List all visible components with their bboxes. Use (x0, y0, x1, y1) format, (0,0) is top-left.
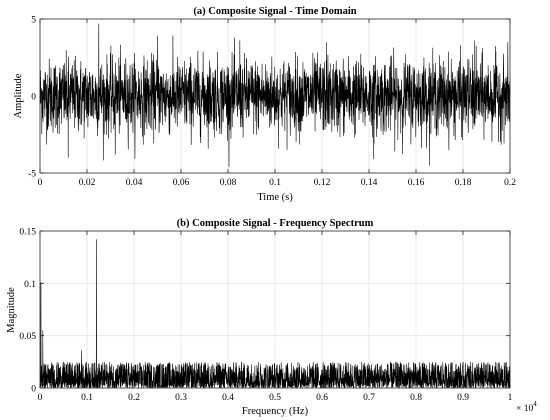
chart-title-a: (a) Composite Signal - Time Domain (193, 6, 356, 17)
x-tick-label-b: 0.3 (175, 393, 187, 403)
y-tick-label-a: -5 (28, 170, 36, 180)
signal-trace-time (39, 23, 511, 167)
y-tick-label-b: 0.05 (19, 332, 36, 342)
ticks-a: 0 0.02 0.04 0.06 0.08 0.1 0.12 0.14 0.16 0.18 0.2 -… (28, 16, 516, 189)
x-tick-label-b: 0 (38, 393, 43, 403)
y-axis-label-b: Magnitude (6, 287, 17, 333)
frequency-spectrum-panel: (b) Composite Signal - Frequency Spectru… (6, 218, 537, 417)
signal-trace-spectrum (39, 239, 511, 389)
x-axis-label-a: Time (s) (257, 192, 293, 203)
x-tick-label-a: 0.16 (408, 178, 425, 188)
x-tick-label-a: 0.14 (361, 178, 378, 188)
x-tick-label-b: 0.7 (363, 393, 375, 403)
x-axis-label-b: Frequency (Hz) (242, 406, 309, 417)
y-axis-label-a: Amplitude (13, 73, 24, 118)
grid-b (40, 231, 510, 388)
x-tick-label-a: 0 (38, 178, 43, 188)
x-tick-label-a: 0.04 (126, 178, 143, 188)
x-tick-label-a: 0.06 (173, 178, 190, 188)
x-tick-label-b: 0.2 (128, 393, 140, 403)
x-axis-multiplier-base: × 10 (516, 404, 533, 414)
x-tick-label-a: 0.12 (314, 178, 331, 188)
y-tick-label-a: 0 (31, 93, 36, 103)
x-tick-label-b: 0.4 (222, 393, 234, 403)
x-tick-label-b: 0.1 (81, 393, 93, 403)
x-axis-multiplier: × 104 (516, 400, 537, 414)
x-tick-label-b: 0.8 (410, 393, 422, 403)
x-axis-multiplier-exp: 4 (533, 400, 537, 408)
x-tick-label-b: 0.6 (316, 393, 328, 403)
x-tick-label-a: 0.08 (220, 178, 237, 188)
x-tick-label-b: 0.9 (457, 393, 469, 403)
x-tick-label-a: 0.2 (504, 178, 516, 188)
x-tick-label-b: 0.5 (269, 393, 281, 403)
y-tick-label-a: 5 (31, 16, 36, 26)
time-domain-panel: (a) Composite Signal - Time Domain 0 0.02… (13, 6, 516, 203)
x-tick-label-a: 0.1 (269, 178, 281, 188)
y-tick-label-b: 0.1 (24, 280, 36, 290)
ticks-b: 0 0.1 0.2 0.3 0.4 0.5 0.6 0.7 0.8 0.9 1 0 0.05 0.1 0.1… (19, 228, 512, 404)
x-tick-label-b: 1 (508, 393, 513, 403)
x-tick-label-a: 0.18 (455, 178, 472, 188)
x-tick-label-a: 0.02 (79, 178, 96, 188)
chart-title-b: (b) Composite Signal - Frequency Spectru… (177, 218, 374, 229)
y-tick-label-b: 0.15 (19, 228, 36, 238)
y-tick-label-b: 0 (31, 385, 36, 395)
